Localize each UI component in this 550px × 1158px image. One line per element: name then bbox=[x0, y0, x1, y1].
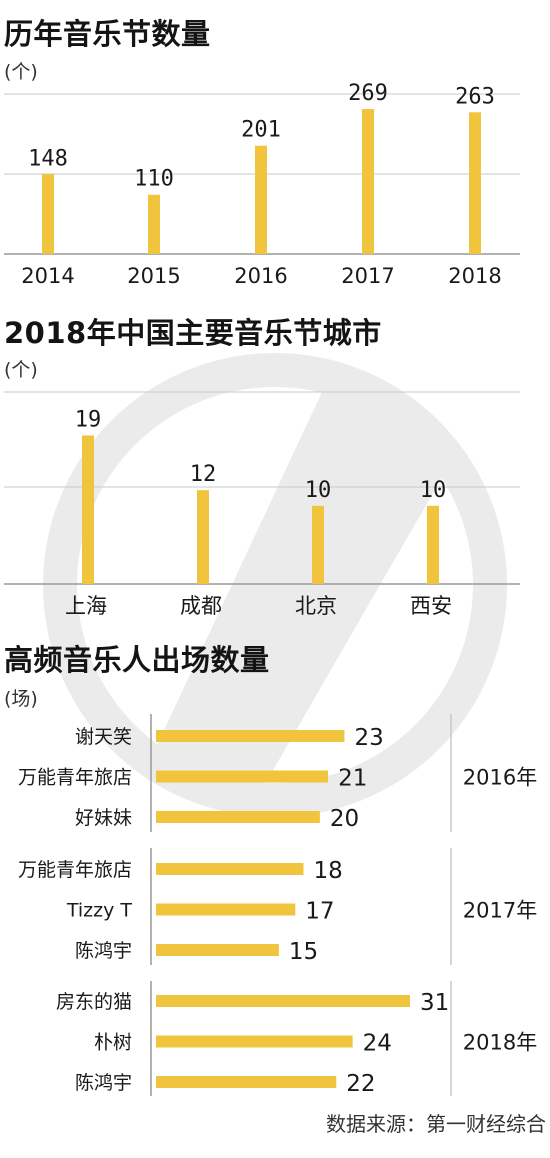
x-tick-label-北京: 北京 bbox=[295, 594, 337, 618]
data-label: 21 bbox=[338, 766, 367, 792]
data-label: 17 bbox=[305, 899, 334, 925]
bar-2016年-谢天笑 bbox=[156, 730, 345, 742]
y-tick-label: 陈鸿宇 bbox=[75, 1072, 132, 1094]
data-label: 23 bbox=[354, 725, 383, 751]
chart3-unit: (场) bbox=[4, 688, 38, 710]
y-tick-label: 谢天笑 bbox=[75, 726, 132, 748]
bar-2018年-房东的猫 bbox=[156, 995, 410, 1007]
x-tick-label-2015: 2015 bbox=[127, 264, 180, 288]
data-label-成都: 12 bbox=[190, 462, 217, 487]
data-label: 24 bbox=[363, 1031, 392, 1057]
bar-2018年-朴树 bbox=[156, 1035, 353, 1048]
x-tick-label-成都: 成都 bbox=[180, 594, 222, 618]
data-label: 22 bbox=[346, 1071, 375, 1097]
x-tick-label-2017: 2017 bbox=[341, 264, 394, 288]
bar-2014 bbox=[42, 174, 54, 254]
data-label-2016: 201 bbox=[241, 118, 281, 143]
bar-2017年-万能青年旅店 bbox=[156, 863, 304, 875]
chart1-title: 历年音乐节数量 bbox=[4, 17, 211, 51]
data-label-2018: 263 bbox=[455, 84, 495, 109]
data-label-2014: 148 bbox=[28, 146, 68, 171]
chart2-unit: (个) bbox=[4, 359, 38, 381]
data-label: 15 bbox=[289, 939, 318, 965]
y-tick-label: Tizzy T bbox=[66, 900, 133, 922]
data-label-北京: 10 bbox=[305, 478, 332, 503]
data-label-上海: 19 bbox=[75, 407, 102, 432]
bar-2017 bbox=[362, 109, 374, 254]
bar-2018 bbox=[469, 112, 481, 254]
bar-2015 bbox=[148, 194, 160, 254]
bar-2016年-好妹妹 bbox=[156, 811, 320, 823]
data-label: 18 bbox=[313, 858, 342, 884]
data-label-2015: 110 bbox=[134, 167, 174, 192]
x-tick-label-上海: 上海 bbox=[65, 594, 107, 618]
bar-2017年-Tizzy T bbox=[156, 903, 296, 916]
chart2-bar-chart: 19 上海 12 成都 10 北京 10 西安 bbox=[4, 391, 520, 618]
bar-北京 bbox=[312, 505, 324, 584]
bar-2016 bbox=[255, 145, 267, 254]
y-tick-label: 好妹妹 bbox=[75, 807, 132, 829]
data-label: 31 bbox=[420, 990, 449, 1016]
x-tick-label-2016: 2016 bbox=[234, 264, 287, 288]
y-tick-label: 房东的猫 bbox=[56, 991, 132, 1013]
chart2-title: 2018年中国主要音乐节城市 bbox=[4, 316, 382, 350]
y-tick-label: 朴树 bbox=[94, 1032, 132, 1054]
x-tick-label-2014: 2014 bbox=[21, 264, 74, 288]
x-tick-label-西安: 西安 bbox=[410, 594, 452, 618]
y-tick-label: 万能青年旅店 bbox=[18, 767, 132, 789]
chart1-bar-chart: 148 2014 110 2015 201 2016 269 2017 263 2018 bbox=[4, 81, 520, 288]
data-label-2017: 269 bbox=[348, 81, 388, 106]
bar-西安 bbox=[427, 505, 439, 584]
data-source-note: 数据来源：第一财经综合 bbox=[326, 1112, 546, 1136]
data-label-西安: 10 bbox=[420, 478, 447, 503]
group-year-label-2018年: 2018年 bbox=[463, 1031, 537, 1055]
bar-上海 bbox=[82, 435, 94, 584]
bar-2017年-陈鸿宇 bbox=[156, 944, 279, 956]
y-tick-label: 万能青年旅店 bbox=[18, 859, 132, 881]
data-label: 20 bbox=[330, 806, 359, 832]
group-year-label-2016年: 2016年 bbox=[463, 766, 537, 790]
chart3-title: 高频音乐人出场数量 bbox=[4, 643, 270, 677]
bar-成都 bbox=[197, 490, 209, 584]
x-tick-label-2018: 2018 bbox=[448, 264, 501, 288]
bar-2018年-陈鸿宇 bbox=[156, 1076, 337, 1088]
y-tick-label: 陈鸿宇 bbox=[75, 940, 132, 962]
chart1-unit: (个) bbox=[4, 61, 38, 83]
bar-2016年-万能青年旅店 bbox=[156, 770, 329, 783]
group-year-label-2017年: 2017年 bbox=[463, 899, 537, 923]
